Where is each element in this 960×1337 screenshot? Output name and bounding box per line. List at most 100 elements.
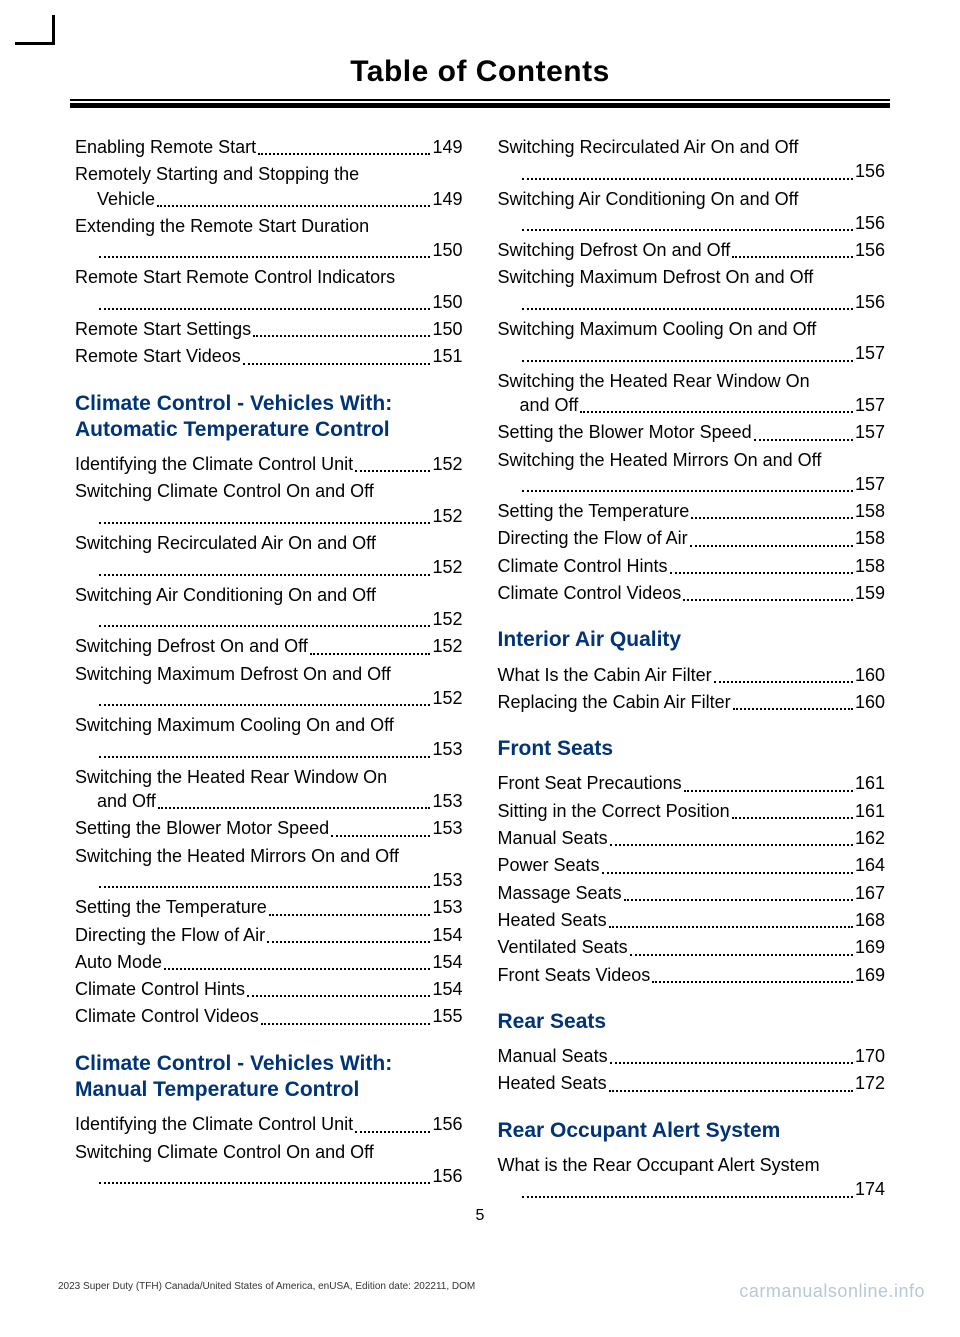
toc-label: Enabling Remote Start (75, 135, 256, 159)
toc-label: Switching Climate Control On and Off (75, 1140, 463, 1164)
toc-leader (652, 981, 853, 983)
toc-page: 153 (432, 816, 462, 840)
toc-label: Climate Control Videos (498, 581, 682, 605)
toc-label-cont: and Off (520, 393, 579, 417)
toc-entry: Switching Recirculated Air On and Off 15… (498, 135, 886, 184)
toc-page: 154 (432, 950, 462, 974)
toc-label: Switching Maximum Defrost On and Off (498, 265, 886, 289)
toc-page: 167 (855, 881, 885, 905)
toc-leader (522, 229, 853, 231)
toc-page: 152 (432, 634, 462, 658)
toc-page: 156 (432, 1112, 462, 1136)
toc-entry: Remote Start Settings 150 (75, 317, 463, 341)
page-number: 5 (0, 1207, 960, 1225)
toc-label: Identifying the Climate Control Unit (75, 452, 353, 476)
toc-entry: Switching Recirculated Air On and Off 15… (75, 531, 463, 580)
toc-leader (261, 1023, 431, 1025)
header-title: Table of Contents (350, 55, 610, 89)
toc-leader (609, 926, 853, 928)
footer-edition: 2023 Super Duty (TFH) Canada/United Stat… (58, 1281, 475, 1292)
toc-page: 156 (855, 159, 885, 183)
toc-entry: Switching Air Conditioning On and Off 15… (498, 187, 886, 236)
toc-label: Massage Seats (498, 881, 622, 905)
toc-leader (269, 914, 431, 916)
toc-leader (610, 1062, 853, 1064)
toc-label: Setting the Blower Motor Speed (498, 420, 752, 444)
toc-entry: Switching Defrost On and Off 152 (75, 634, 463, 658)
toc-label: Climate Control Videos (75, 1004, 259, 1028)
toc-entry: Directing the Flow of Air 158 (498, 526, 886, 550)
toc-entry: Switching Air Conditioning On and Off 15… (75, 583, 463, 632)
toc-page: 154 (432, 977, 462, 1001)
toc-label: Switching Recirculated Air On and Off (498, 135, 886, 159)
toc-entry: Directing the Flow of Air 154 (75, 923, 463, 947)
toc-page: 152 (432, 686, 462, 710)
toc-page: 151 (432, 344, 462, 368)
toc-page: 156 (855, 238, 885, 262)
toc-leader (609, 1090, 853, 1092)
toc-entry: Setting the Blower Motor Speed 153 (75, 816, 463, 840)
toc-label: Manual Seats (498, 826, 608, 850)
toc-leader (624, 899, 853, 901)
toc-page: 152 (432, 555, 462, 579)
header-rule (70, 99, 890, 101)
toc-label: Switching the Heated Rear Window On (75, 765, 463, 789)
toc-label: Remote Start Videos (75, 344, 241, 368)
toc-page: 150 (432, 290, 462, 314)
section-title: Interior Air Quality (498, 627, 886, 653)
toc-column-left: Enabling Remote Start 149 Remotely Start… (75, 135, 463, 1205)
toc-leader (355, 1131, 430, 1133)
toc-entry: Switching Climate Control On and Off 152 (75, 479, 463, 528)
toc-page: 156 (855, 211, 885, 235)
toc-page: 161 (855, 771, 885, 795)
toc-leader (733, 708, 853, 710)
section-title: Rear Seats (498, 1009, 886, 1035)
toc-entry: Switching Defrost On and Off 156 (498, 238, 886, 262)
toc-label: Heated Seats (498, 908, 607, 932)
toc-leader (99, 574, 430, 576)
toc-page: 154 (432, 923, 462, 947)
toc-leader (522, 490, 853, 492)
toc-page: 161 (855, 799, 885, 823)
toc-leader (610, 844, 853, 846)
toc-label: Extending the Remote Start Duration (75, 214, 463, 238)
toc-entry: Remote Start Remote Control Indicators 1… (75, 265, 463, 314)
toc-leader (580, 411, 853, 413)
toc-page: 152 (432, 504, 462, 528)
toc-label: Switching Defrost On and Off (498, 238, 731, 262)
toc-leader (602, 872, 853, 874)
toc-label: Climate Control Hints (75, 977, 245, 1001)
toc-leader (754, 439, 853, 441)
toc-page: 172 (855, 1071, 885, 1095)
toc-page: 153 (432, 789, 462, 813)
toc-label: Switching the Heated Mirrors On and Off (498, 448, 886, 472)
toc-leader (267, 941, 430, 943)
crop-mark (15, 15, 55, 45)
toc-leader (683, 599, 853, 601)
toc-label: Directing the Flow of Air (75, 923, 265, 947)
toc-leader (164, 968, 430, 970)
section-title: Climate Control - Vehicles With: Manual … (75, 1051, 463, 1104)
toc-entry: Switching the Heated Rear Window On and … (498, 369, 886, 418)
toc-label: Switching Maximum Cooling On and Off (75, 713, 463, 737)
section-title: Climate Control - Vehicles With: Automat… (75, 391, 463, 444)
toc-entry: Switching Maximum Cooling On and Off 157 (498, 317, 886, 366)
toc-entry: Front Seats Videos 169 (498, 963, 886, 987)
toc-entry: Setting the Temperature 158 (498, 499, 886, 523)
toc-leader (99, 256, 430, 258)
toc-entry: Switching the Heated Mirrors On and Off … (75, 844, 463, 893)
toc-content: Enabling Remote Start 149 Remotely Start… (75, 135, 885, 1205)
toc-page: 168 (855, 908, 885, 932)
toc-label: Switching the Heated Rear Window On (498, 369, 886, 393)
toc-entry: Ventilated Seats 169 (498, 935, 886, 959)
toc-leader (670, 572, 853, 574)
footer-watermark: carmanualsonline.info (739, 1281, 925, 1302)
toc-page: 164 (855, 853, 885, 877)
toc-entry: Enabling Remote Start 149 (75, 135, 463, 159)
toc-page: 158 (855, 499, 885, 523)
toc-page: 156 (855, 290, 885, 314)
toc-label: Switching Defrost On and Off (75, 634, 308, 658)
toc-leader (732, 256, 853, 258)
toc-label: Switching Air Conditioning On and Off (498, 187, 886, 211)
toc-entry: Switching Maximum Cooling On and Off 153 (75, 713, 463, 762)
